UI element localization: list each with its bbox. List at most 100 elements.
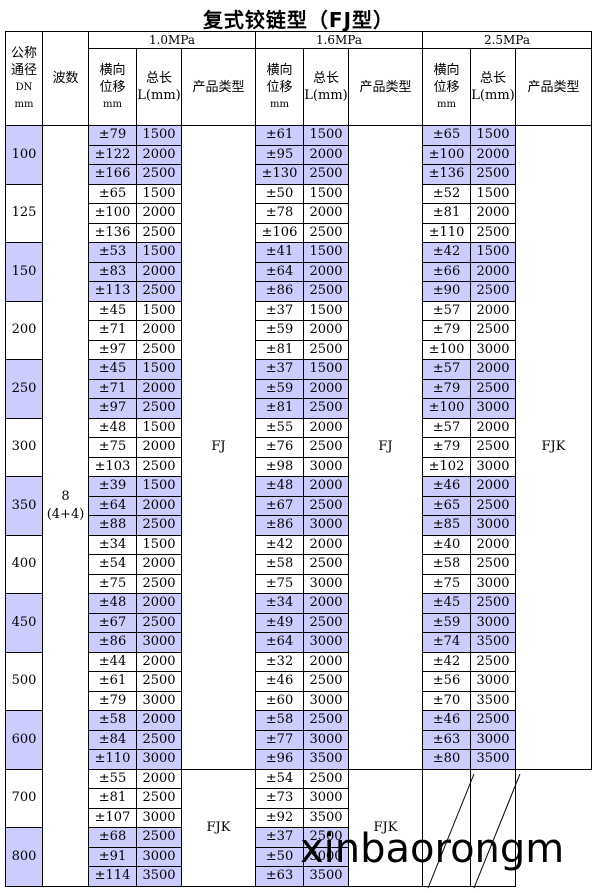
displacement-cell: ±100 [88,203,137,224]
displacement-cell: ±52 [422,183,471,204]
displacement-cell: ±88 [88,515,137,536]
table-row: ±136 2500 ±106 2500 ±110 2500 [6,222,592,243]
displacement-cell: ±61 [88,671,137,692]
displacement-cell: ±65 [422,125,471,146]
displacement-cell: ±81 [255,339,304,360]
length-cell: 2000 [470,417,516,438]
spec-table: 公称 通径 DN mm 波数 1.0MPa 1.6MPa 2.5MPa 横向 位移 mm 总… [5,31,592,887]
table-row: 200 ±45 1500 ±37 1500 ±57 2000 [5,300,592,360]
table-row: ±75 2000 ±76 2500 ±79 2500 [6,437,592,458]
length-cell: 1500 [303,125,349,146]
table-row: 700 ±55 2000 FJK ±54 2500 FJK [5,768,592,887]
displacement-cell: ±68 [88,827,137,848]
length-cell: 2000 [470,203,516,224]
dn-cell: 700 [5,768,43,828]
length-cell: 2000 [136,437,182,458]
displacement-cell: ±59 [422,612,471,633]
length-cell: 3000 [136,749,182,770]
table-row: ±91 3000 ±50 3000 [6,846,592,867]
displacement-cell: ±107 [88,807,137,828]
length-cell: 3500 [470,690,516,711]
displacement-cell: ±49 [255,612,304,633]
pressure-header-3: 2.5MPa [422,31,592,49]
displacement-cell: ±166 [88,164,137,185]
length-cell: 2500 [303,164,349,185]
table-row: ±103 2500 ±98 3000 ±102 3000 [6,456,592,477]
table-row: ±79 3000 ±60 3000 ±70 3500 [6,690,592,711]
length-cell: 3500 [470,632,516,653]
table-row: 800 ±68 2500 ±37 2500 [5,827,592,887]
length-cell: 2500 [470,320,516,341]
length-cell: 1500 [303,300,349,321]
dn-cell: 400 [5,534,43,594]
length-cell: 2500 [136,671,182,692]
displacement-cell: ±86 [255,281,304,302]
displacement-cell: ±58 [255,710,304,731]
length-cell: 2000 [470,300,516,321]
table-row: ±97 2500 ±81 2500 ±100 3000 [6,339,592,360]
length-cell: 2000 [303,320,349,341]
dn-cell: 600 [5,710,43,770]
displacement-cell: ±75 [88,437,137,458]
length-cell: 3000 [303,729,349,750]
waves-cell: 8 (4+4) [42,125,89,887]
length-cell: 2500 [470,164,516,185]
displacement-cell: ±102 [422,456,471,477]
dn-cell: 100 [5,125,43,185]
table-row: 600 ±58 2000 ±58 2500 ±46 2500 [5,710,592,770]
displacement-cell: ±77 [255,729,304,750]
table-row: 100 8 (4+4) ±79 1500 FJ ±61 1500 FJ ±65 1500 FJK [5,125,592,887]
table-row: 300 ±48 1500 ±55 2000 ±57 2000 [5,417,592,477]
dn-cell: 300 [5,417,43,477]
length-cell: 3000 [303,846,349,867]
table-row: ±71 2000 ±59 2000 ±79 2500 [6,378,592,399]
displacement-cell: ±106 [255,222,304,243]
type-header: 产品类型 [515,48,592,126]
table-row: ±110 3000 ±96 3500 ±80 3500 [6,749,592,770]
displacement-cell: ±96 [255,749,304,770]
length-cell: 1500 [136,534,182,555]
displacement-cell: ±61 [255,125,304,146]
displacement-cell: ±65 [422,495,471,516]
length-cell: 1500 [136,476,182,497]
dn-cell: 200 [5,300,43,360]
displacement-cell: ±53 [88,242,137,263]
displacement-cell: ±65 [88,183,137,204]
page-title: 复式铰链型（FJ型） [202,8,395,32]
length-cell: 2500 [303,281,349,302]
displacement-cell: ±42 [422,242,471,263]
length-cell: 2500 [470,495,516,516]
displacement-cell: ±58 [422,554,471,575]
dn-cell: 350 [5,476,43,536]
length-cell: 2500 [136,164,182,185]
product-type-cell: FJK [515,125,592,770]
length-cell: 2000 [136,144,182,165]
displacement-cell: ±57 [422,359,471,380]
displacement-cell: ±97 [88,398,137,419]
length-cell: 2500 [303,495,349,516]
dn-cell: 450 [5,593,43,653]
length-cell: 1500 [303,242,349,263]
displacement-cell: ±48 [88,417,137,438]
displacement-cell: ±42 [255,534,304,555]
displacement-cell: ±34 [88,534,137,555]
displacement-cell: ±73 [255,788,304,809]
length-cell: 2000 [303,203,349,224]
length-cell: 3000 [303,690,349,711]
displacement-cell: ±60 [255,690,304,711]
displacement-cell: ±48 [88,593,137,614]
length-cell: 3000 [470,612,516,633]
length-cell: 3500 [303,866,349,887]
displacement-cell: ±67 [255,495,304,516]
length-cell: 3500 [303,749,349,770]
length-cell: 2500 [136,612,182,633]
length-cell: 2500 [303,768,349,789]
displacement-cell: ±44 [88,651,137,672]
length-cell: 3000 [136,690,182,711]
length-cell: 2000 [303,378,349,399]
length-cell: 1500 [136,125,182,146]
displacement-cell: ±64 [255,632,304,653]
length-cell: 1500 [136,359,182,380]
length-cell: 2500 [136,573,182,594]
table-row: ±88 2500 ±86 3000 ±85 3000 [6,515,592,536]
